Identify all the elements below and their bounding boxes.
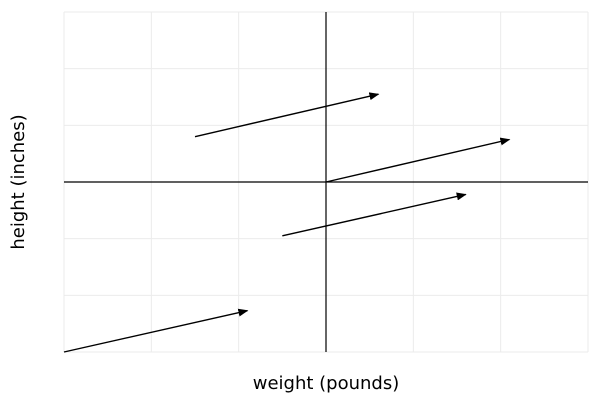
vector-arrow-2: [325, 137, 511, 183]
vector-arrow-4: [63, 308, 249, 353]
y-axis-title: height (inches): [8, 114, 29, 249]
vector-arrow-1: [194, 92, 380, 138]
x-axis-title: weight (pounds): [253, 373, 400, 394]
vector-arrow-3: [282, 192, 467, 237]
vectors: [63, 92, 511, 353]
